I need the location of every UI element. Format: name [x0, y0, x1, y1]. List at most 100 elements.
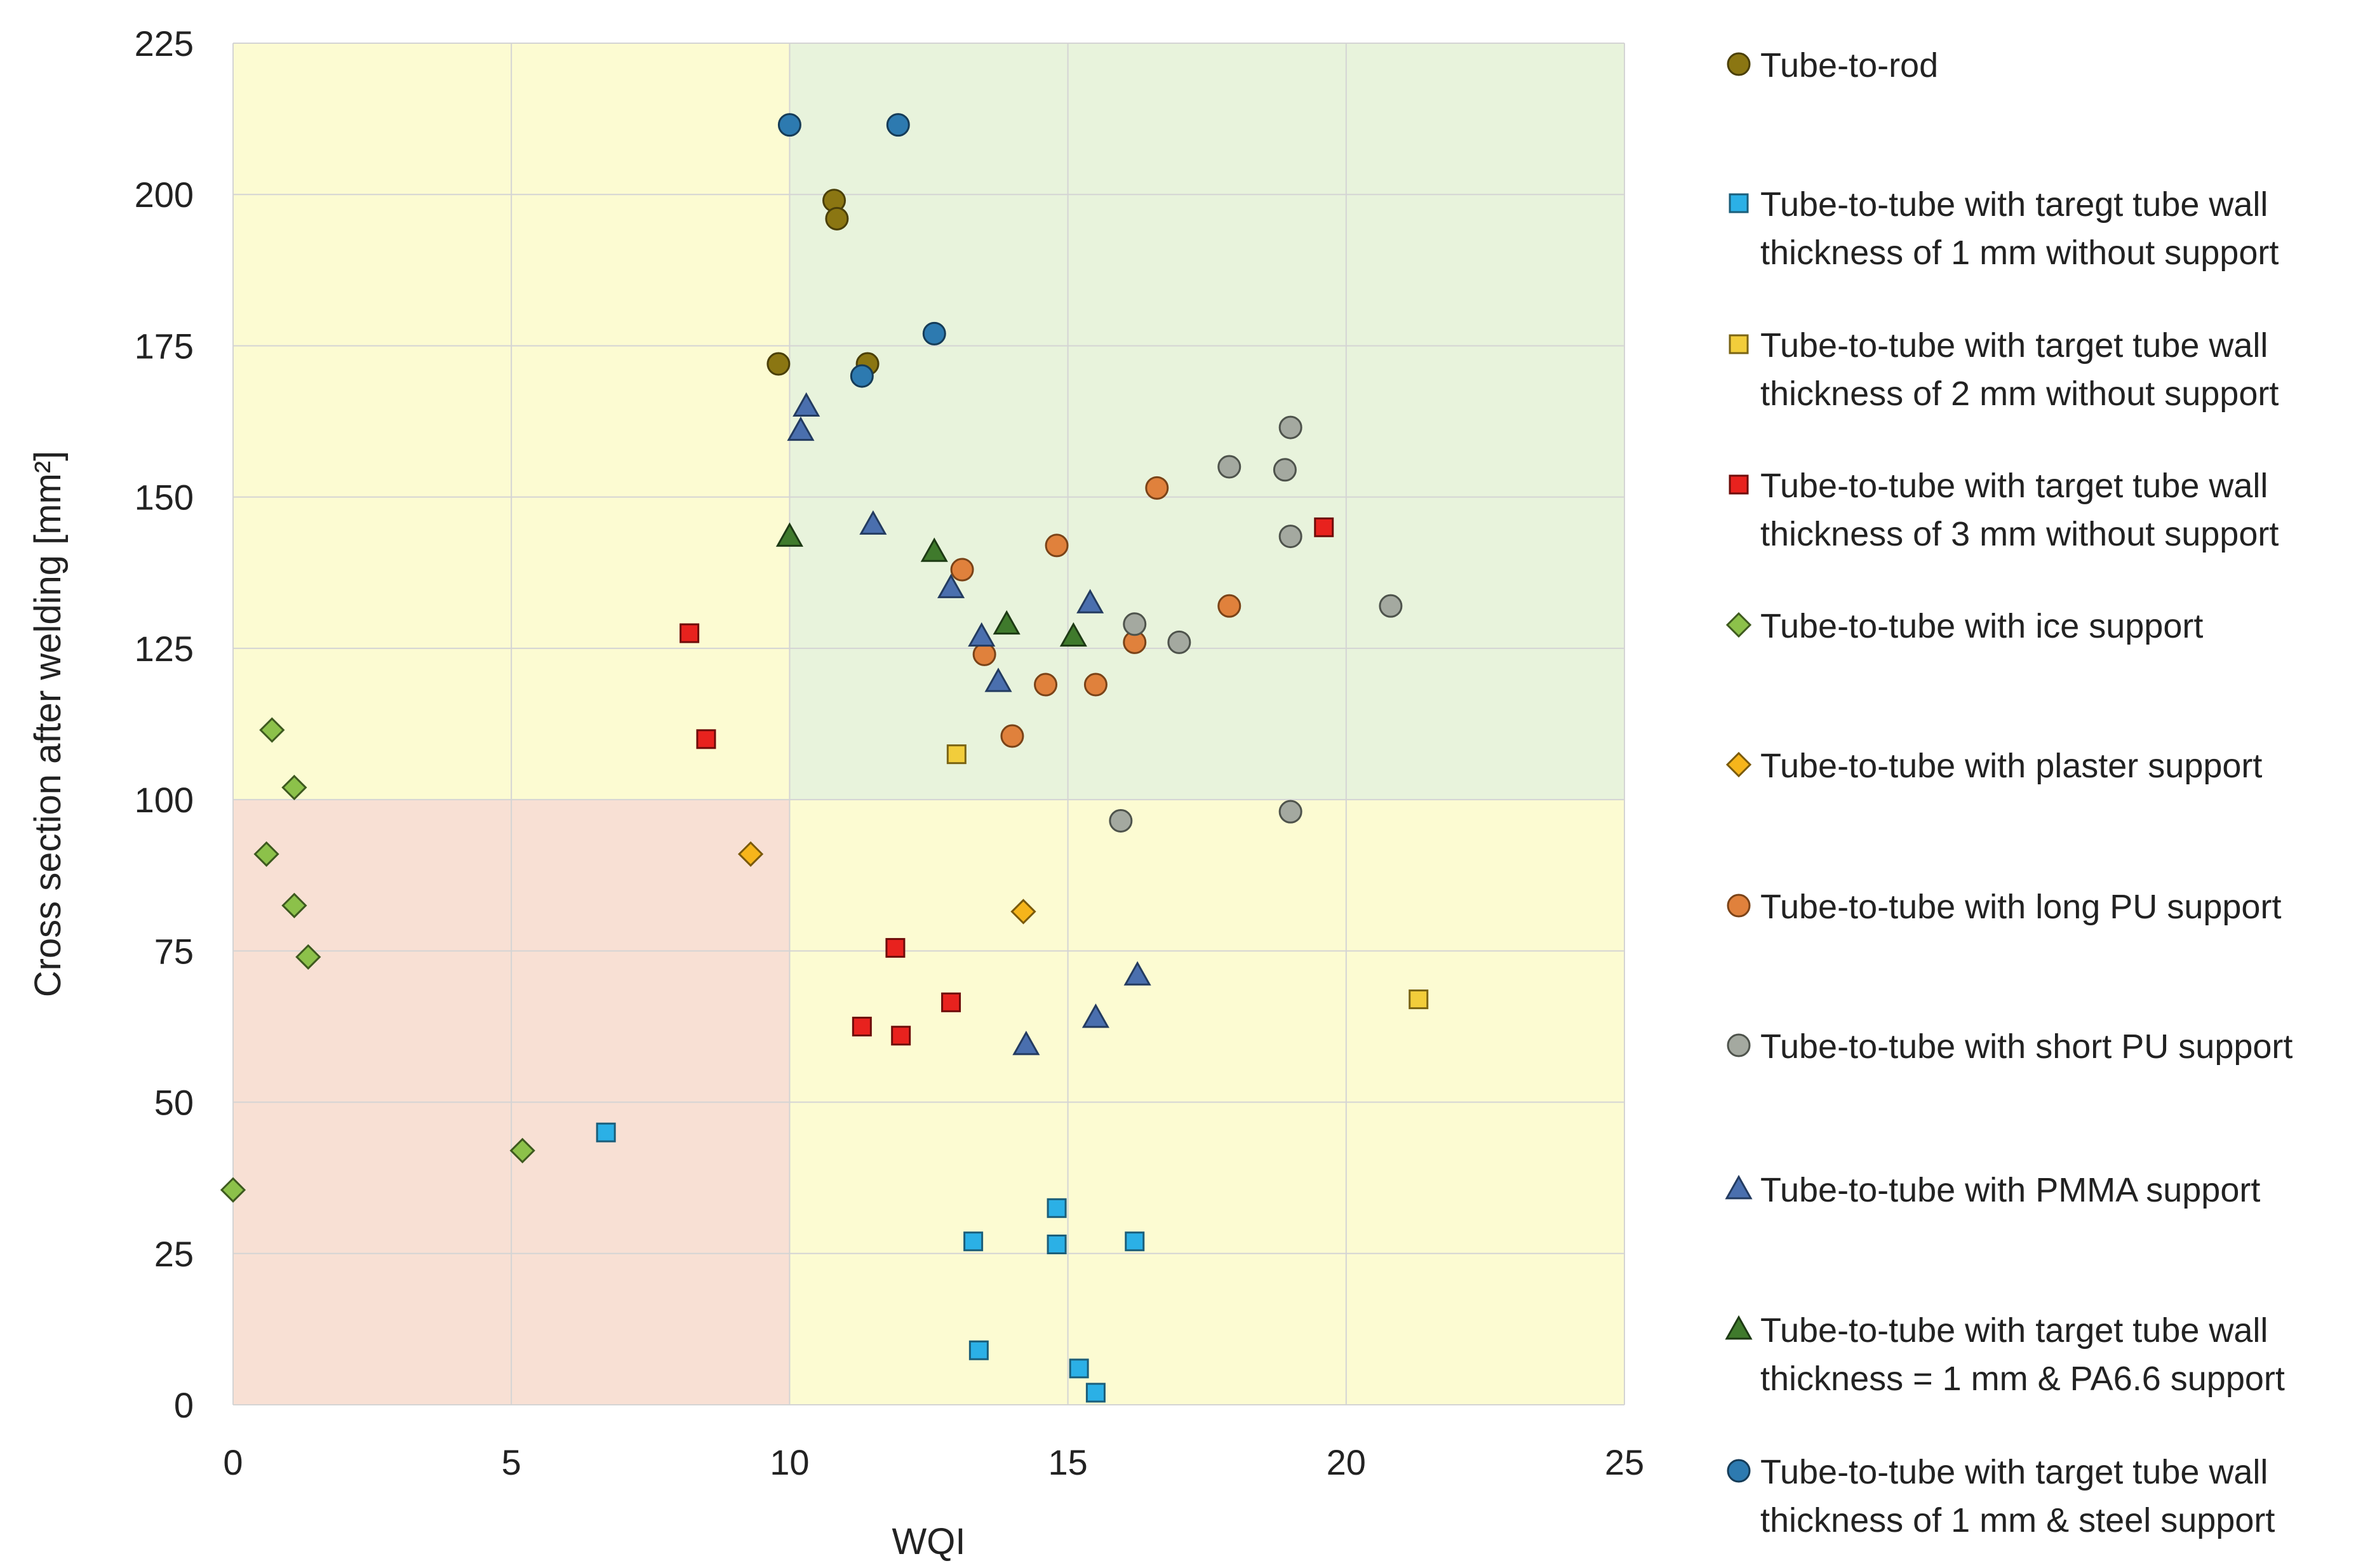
- point-series-1-0: [596, 1122, 616, 1142]
- legend-item: Tube-to-tube with short PU support: [1727, 1028, 2292, 1066]
- point-series-3-0: [679, 623, 700, 643]
- point-series-6-1: [1045, 533, 1069, 558]
- legend-item: Tube-to-tube with target tube wall thickn…: [1727, 1453, 2275, 1539]
- point-series-3-2: [1314, 517, 1334, 537]
- legend-label: thickness of 2 mm without support: [1760, 375, 2279, 413]
- x-axis-title: WQI: [892, 1521, 966, 1562]
- point-series-7-2: [1273, 458, 1297, 482]
- point-series-8-6: [984, 667, 1012, 692]
- point-series-2-0: [946, 744, 967, 765]
- point-series-7-1: [1217, 455, 1242, 479]
- region-high-wqi-high-cross-section: [789, 43, 1624, 800]
- legend-label: Tube-to-tube with target tube wall: [1760, 467, 2268, 505]
- point-series-4-3: [281, 892, 307, 918]
- point-series-8-9: [1012, 1030, 1040, 1055]
- y-tick-label: 75: [154, 931, 194, 971]
- x-tick-label: 20: [1327, 1442, 1366, 1482]
- legend-marker: [1729, 474, 1749, 495]
- point-series-1-6: [1069, 1358, 1089, 1379]
- point-series-6-7: [1083, 673, 1108, 697]
- y-tick-label: 100: [135, 780, 194, 820]
- point-series-8-7: [1123, 961, 1151, 986]
- point-series-7-5: [1123, 612, 1147, 636]
- legend-label: Tube-to-tube with target tube wall: [1760, 326, 2268, 365]
- legend-marker: [1727, 894, 1751, 918]
- legend-marker: [1725, 751, 1752, 778]
- legend-item: Tube-to-tube with taregt tube wall thickn…: [1729, 185, 2279, 272]
- legend-item: Tube-to-tube with ice support: [1725, 607, 2203, 645]
- x-tick-label: 25: [1605, 1442, 1644, 1482]
- point-series-6-5: [972, 642, 996, 666]
- point-series-5-0: [737, 841, 764, 867]
- legend-label: thickness of 1 mm without support: [1760, 234, 2279, 272]
- point-series-4-1: [281, 774, 307, 801]
- legend-marker: [1725, 1174, 1753, 1200]
- x-tick-label: 10: [770, 1442, 809, 1482]
- point-series-4-0: [259, 717, 285, 743]
- point-series-10-3: [850, 364, 874, 388]
- legend-marker: [1725, 1315, 1753, 1340]
- legend-item: Tube-to-tube with target tube wall thickn…: [1725, 1311, 2285, 1398]
- point-series-7-0: [1278, 415, 1302, 439]
- point-series-3-3: [885, 938, 906, 958]
- point-series-1-3: [1047, 1234, 1067, 1254]
- y-axis-title: Cross section after welding [mm²]: [27, 451, 69, 998]
- point-series-3-5: [852, 1016, 872, 1036]
- legend-item: Tube-to-tube with target tube wall thickn…: [1729, 326, 2279, 413]
- point-series-1-2: [963, 1231, 984, 1252]
- point-series-10-0: [777, 113, 801, 137]
- legend-label: thickness of 1 mm & steel support: [1760, 1501, 2275, 1539]
- point-series-3-6: [891, 1026, 911, 1046]
- point-series-7-6: [1167, 630, 1191, 654]
- point-series-8-8: [1081, 1003, 1109, 1028]
- x-tick-label: 15: [1048, 1442, 1087, 1482]
- point-series-8-4: [1076, 589, 1104, 613]
- legend-label: Tube-to-tube with target tube wall: [1760, 1311, 2268, 1350]
- y-tick-label: 200: [135, 175, 194, 215]
- point-series-7-4: [1379, 594, 1403, 618]
- point-series-4-5: [509, 1137, 535, 1163]
- x-tick-label: 0: [223, 1442, 243, 1482]
- y-tick-label: 175: [135, 326, 194, 366]
- point-series-7-7: [1278, 800, 1302, 824]
- point-series-8-5: [968, 622, 996, 647]
- point-series-7-8: [1109, 808, 1133, 833]
- legend-marker: [1727, 52, 1751, 76]
- legend-item: Tube-to-tube with long PU support: [1727, 888, 2281, 926]
- point-series-0-2: [766, 352, 791, 376]
- point-series-9-0: [775, 522, 803, 547]
- point-series-3-1: [696, 729, 716, 749]
- legend-marker: [1729, 193, 1749, 213]
- legend-item: Tube-to-rod: [1727, 46, 1938, 84]
- y-tick-label: 125: [135, 629, 194, 669]
- point-series-6-8: [1000, 724, 1024, 748]
- legend-item: Tube-to-tube with plaster support: [1725, 747, 2262, 785]
- point-series-1-5: [968, 1340, 989, 1360]
- point-series-6-6: [1034, 673, 1058, 697]
- legend-label: thickness = 1 mm & PA6.6 support: [1760, 1360, 2285, 1398]
- point-series-1-4: [1125, 1231, 1145, 1252]
- point-series-3-4: [941, 992, 961, 1012]
- legend-marker: [1727, 1459, 1751, 1483]
- point-series-0-1: [825, 206, 849, 231]
- point-series-8-0: [793, 392, 820, 417]
- legend-label: Tube-to-tube with target tube wall: [1760, 1453, 2268, 1491]
- point-series-1-1: [1047, 1198, 1067, 1218]
- legend-label: thickness of 3 mm without support: [1760, 515, 2279, 553]
- point-series-8-3: [937, 573, 965, 598]
- y-tick-label: 50: [154, 1083, 194, 1123]
- point-series-9-2: [993, 610, 1021, 635]
- point-series-2-1: [1409, 989, 1429, 1010]
- legend-label: Tube-to-tube with ice support: [1760, 607, 2203, 645]
- legend-item: Tube-to-tube with target tube wall thickn…: [1729, 467, 2279, 553]
- y-tick-label: 225: [135, 23, 194, 64]
- point-series-6-2: [950, 558, 974, 582]
- point-series-4-4: [295, 944, 321, 970]
- y-tick-label: 150: [135, 478, 194, 518]
- legend-item: Tube-to-tube with PMMA support: [1725, 1171, 2260, 1209]
- point-series-4-2: [253, 841, 279, 867]
- point-series-7-3: [1278, 525, 1302, 549]
- point-series-5-1: [1010, 899, 1036, 925]
